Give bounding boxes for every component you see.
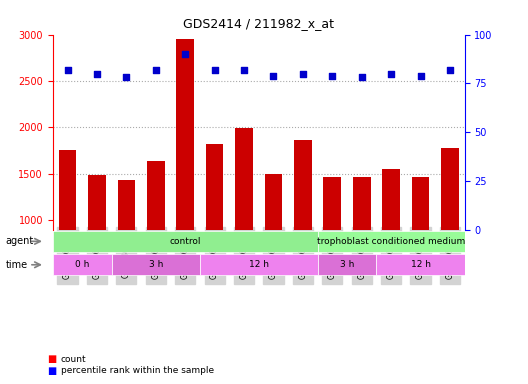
Point — [152, 66, 160, 73]
FancyBboxPatch shape — [317, 231, 465, 252]
Bar — [147, 161, 165, 313]
Point — [416, 73, 425, 79]
Text: 3 h: 3 h — [340, 260, 354, 269]
Bar — [353, 177, 371, 313]
Text: 3 h: 3 h — [148, 260, 163, 269]
Bar — [382, 169, 400, 313]
Text: control: control — [169, 237, 201, 246]
Point — [122, 74, 130, 81]
Text: ■: ■ — [48, 354, 57, 364]
Point — [446, 66, 454, 73]
Text: percentile rank within the sample: percentile rank within the sample — [61, 366, 214, 375]
Text: 0 h: 0 h — [75, 260, 89, 269]
Bar — [294, 141, 312, 313]
Text: trophoblast conditioned medium: trophoblast conditioned medium — [317, 237, 465, 246]
Point — [93, 71, 101, 77]
Bar — [324, 177, 341, 313]
Bar — [441, 148, 459, 313]
Point — [299, 71, 307, 77]
Point — [63, 66, 72, 73]
Bar — [235, 128, 253, 313]
FancyBboxPatch shape — [53, 254, 111, 275]
FancyBboxPatch shape — [111, 254, 200, 275]
Point — [328, 73, 336, 79]
Point — [240, 66, 248, 73]
Text: count: count — [61, 354, 87, 364]
Bar — [59, 150, 77, 313]
Point — [357, 74, 366, 81]
Point — [210, 66, 219, 73]
Text: 12 h: 12 h — [249, 260, 269, 269]
FancyBboxPatch shape — [200, 254, 317, 275]
Text: 12 h: 12 h — [410, 260, 430, 269]
Point — [269, 73, 278, 79]
Text: time: time — [5, 260, 27, 270]
Bar — [176, 39, 194, 313]
Point — [387, 71, 395, 77]
FancyBboxPatch shape — [53, 231, 317, 252]
Text: GDS2414 / 211982_x_at: GDS2414 / 211982_x_at — [183, 17, 334, 30]
Bar — [206, 144, 223, 313]
Bar — [412, 177, 429, 313]
Text: ■: ■ — [48, 366, 57, 376]
Bar — [88, 175, 106, 313]
Text: agent: agent — [5, 237, 34, 247]
FancyBboxPatch shape — [376, 254, 465, 275]
Bar — [118, 180, 135, 313]
Bar — [265, 174, 282, 313]
Point — [181, 51, 190, 57]
FancyBboxPatch shape — [317, 254, 376, 275]
